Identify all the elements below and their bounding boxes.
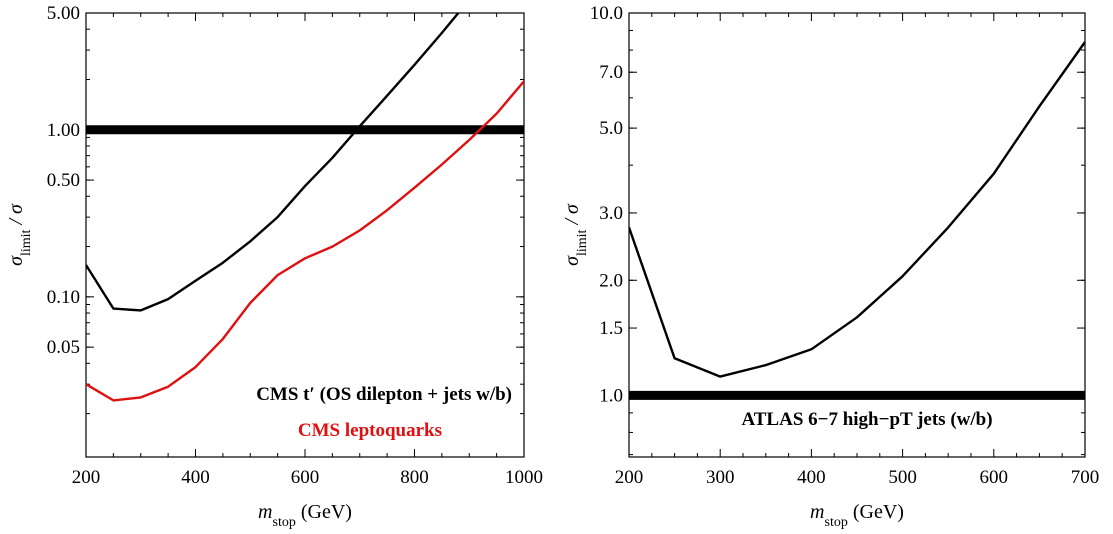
- x-tick-label: 200: [72, 467, 101, 488]
- x-tick-label: 700: [1071, 467, 1100, 488]
- y-tick-label: 1.00: [47, 120, 80, 141]
- y-tick-label: 0.10: [47, 287, 80, 308]
- x-tick-label: 500: [888, 467, 917, 488]
- x-tick-label: 800: [400, 467, 429, 488]
- chart-panel-2: 1.0 1.5 2.0 3.0 5.0 7.0 10.0 200 300 400 500 600 700…: [561, 3, 1099, 530]
- series-line-2: [86, 80, 524, 402]
- y-tick-label: 5.0: [599, 118, 623, 139]
- y-tick-label: 3.0: [599, 203, 623, 224]
- plot-frame: [628, 12, 1086, 458]
- x-tick-label: 400: [797, 467, 826, 488]
- x-tick-label: 1000: [505, 467, 543, 488]
- x-tick-label: 600: [980, 467, 1009, 488]
- series-line-1: [629, 41, 1085, 378]
- series-line-1: [86, 13, 460, 312]
- chart-panel-1: 0.05 0.10 0.50 1.00 5.00 200 400 600 800 1000 CMS …: [5, 3, 543, 530]
- y-axis-label: σlimit / σ: [5, 203, 34, 266]
- x-tick-label: 400: [181, 467, 210, 488]
- x-tick-label: 200: [615, 467, 644, 488]
- y-tick-label: 2.0: [599, 270, 623, 291]
- y-tick-label: 5.00: [47, 3, 80, 24]
- x-axis-label: mstop (GeV): [810, 501, 904, 530]
- x-tick-label: 600: [291, 467, 320, 488]
- y-axis-label: σlimit / σ: [561, 203, 590, 266]
- y-tick-label: 10.0: [590, 3, 623, 24]
- annotation-2: CMS leptoquarks: [298, 420, 442, 441]
- y-tick-label: 1.5: [599, 318, 623, 339]
- y-tick-label: 7.0: [599, 62, 623, 83]
- y-tick-label: 0.50: [47, 170, 80, 191]
- y-tick-label: 0.05: [47, 337, 80, 358]
- x-axis-label: mstop (GeV): [258, 501, 352, 530]
- annotation-1: CMS t′ (OS dilepton + jets w/b): [256, 384, 512, 405]
- annotation-1: ATLAS 6−7 high−pT jets (w/b): [741, 409, 992, 430]
- x-tick-label: 300: [706, 467, 735, 488]
- y-tick-label: 1.0: [599, 385, 623, 406]
